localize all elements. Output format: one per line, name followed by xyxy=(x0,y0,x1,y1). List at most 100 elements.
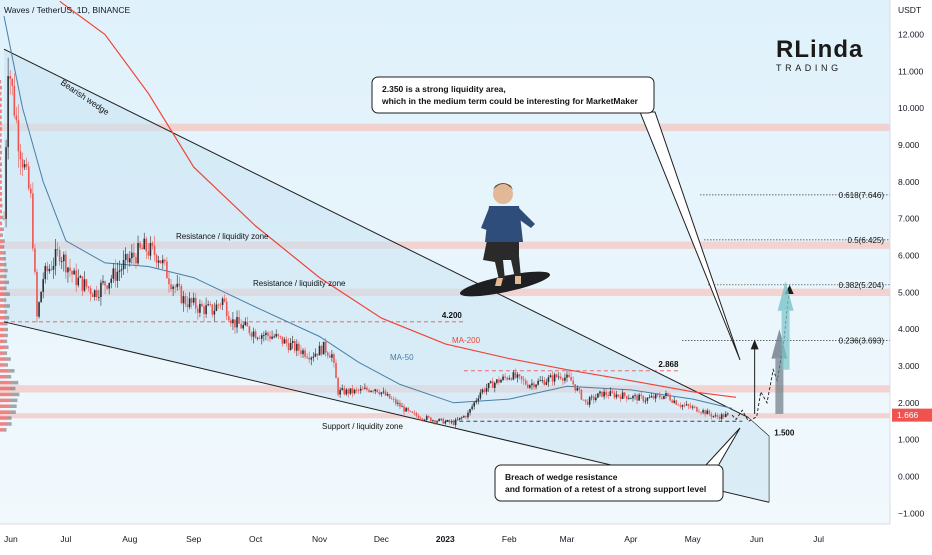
candle-body xyxy=(294,341,296,351)
candle-body xyxy=(370,391,372,392)
candle-body xyxy=(482,390,484,393)
volume-bar xyxy=(1,104,2,108)
candle-body xyxy=(684,405,686,406)
candle-body xyxy=(5,147,7,219)
candle-body xyxy=(327,353,329,356)
x-tick-label: Feb xyxy=(502,534,517,544)
candle-body xyxy=(570,377,572,381)
candle-body xyxy=(698,412,700,413)
candle-body xyxy=(183,296,185,303)
y-tick-label: 5.000 xyxy=(898,287,920,297)
candle-body xyxy=(484,390,486,392)
volume-bar xyxy=(0,357,6,361)
candle-body xyxy=(28,166,30,188)
y-tick-label: −1.000 xyxy=(898,508,925,518)
candle-body xyxy=(381,392,383,394)
candle-body xyxy=(492,381,494,388)
candle-body xyxy=(298,344,300,351)
candle-body xyxy=(459,418,461,420)
candle-body xyxy=(389,394,391,399)
candle-body xyxy=(568,375,570,377)
candle-body xyxy=(273,337,275,338)
candle-body xyxy=(170,284,172,289)
volume-bar xyxy=(0,133,1,137)
x-tick-label: Jul xyxy=(60,534,71,544)
candle-body xyxy=(304,350,306,357)
candle-body xyxy=(244,322,246,325)
candle-body xyxy=(440,419,442,420)
candle-body xyxy=(552,375,554,381)
candle-body xyxy=(508,378,510,379)
candle-body xyxy=(205,305,207,314)
candle-body xyxy=(209,304,211,305)
candle-body xyxy=(704,410,706,414)
candle-body xyxy=(405,408,407,412)
candle-body xyxy=(574,384,576,390)
candle-body xyxy=(430,417,432,421)
candle-body xyxy=(71,271,73,274)
candle-body xyxy=(325,342,327,353)
candle-body xyxy=(500,380,502,383)
candle-body xyxy=(189,298,191,307)
price-level-label: 2.868 xyxy=(658,360,679,369)
candle-body xyxy=(154,246,156,255)
volume-bar xyxy=(4,275,7,279)
candle-body xyxy=(651,396,653,397)
candle-body xyxy=(515,372,517,378)
candle-body xyxy=(554,374,556,381)
candle-body xyxy=(308,358,310,360)
candle-body xyxy=(195,298,197,309)
volume-bar xyxy=(0,210,1,214)
volume-bar xyxy=(0,328,5,332)
candle-body xyxy=(442,419,444,424)
candle-body xyxy=(649,397,651,398)
volume-bar xyxy=(1,121,2,125)
candle-body xyxy=(7,76,9,147)
candle-body xyxy=(69,268,71,271)
candle-body xyxy=(385,391,387,395)
candle-body xyxy=(238,317,240,324)
candle-body xyxy=(603,392,605,397)
candle-body xyxy=(692,407,694,408)
candle-body xyxy=(207,304,209,305)
candle-body xyxy=(185,296,187,304)
candle-body xyxy=(199,304,201,313)
volume-bar xyxy=(4,287,7,291)
candle-body xyxy=(119,270,121,271)
candle-body xyxy=(661,398,663,399)
candle-body xyxy=(498,379,500,382)
candle-body xyxy=(135,257,137,263)
candle-body xyxy=(706,411,708,415)
candle-body xyxy=(409,411,411,412)
volume-bar xyxy=(0,263,4,267)
volume-bar xyxy=(0,393,12,397)
volume-bar xyxy=(1,169,2,173)
volume-bar xyxy=(0,163,1,167)
candle-body xyxy=(605,392,607,395)
volume-bar xyxy=(1,180,2,184)
candle-body xyxy=(636,395,638,400)
candle-body xyxy=(401,406,403,407)
candle-body xyxy=(480,393,482,399)
candle-body xyxy=(94,290,96,297)
candle-body xyxy=(282,337,284,344)
y-tick-label: 2.000 xyxy=(898,398,920,408)
candle-body xyxy=(723,414,725,417)
candle-body xyxy=(653,396,655,398)
candle-body xyxy=(341,388,343,390)
candle-body xyxy=(350,388,352,393)
candle-body xyxy=(3,219,5,220)
candle-body xyxy=(601,392,603,397)
candle-body xyxy=(486,388,488,392)
candle-body xyxy=(414,413,416,414)
candle-body xyxy=(416,413,418,416)
candle-body xyxy=(379,392,381,394)
candle-body xyxy=(455,420,457,425)
candle-body xyxy=(374,389,376,391)
candle-body xyxy=(75,271,77,286)
candle-body xyxy=(556,374,558,377)
x-tick-label: Jun xyxy=(4,534,18,544)
candle-body xyxy=(360,389,362,391)
volume-bar xyxy=(4,310,7,314)
